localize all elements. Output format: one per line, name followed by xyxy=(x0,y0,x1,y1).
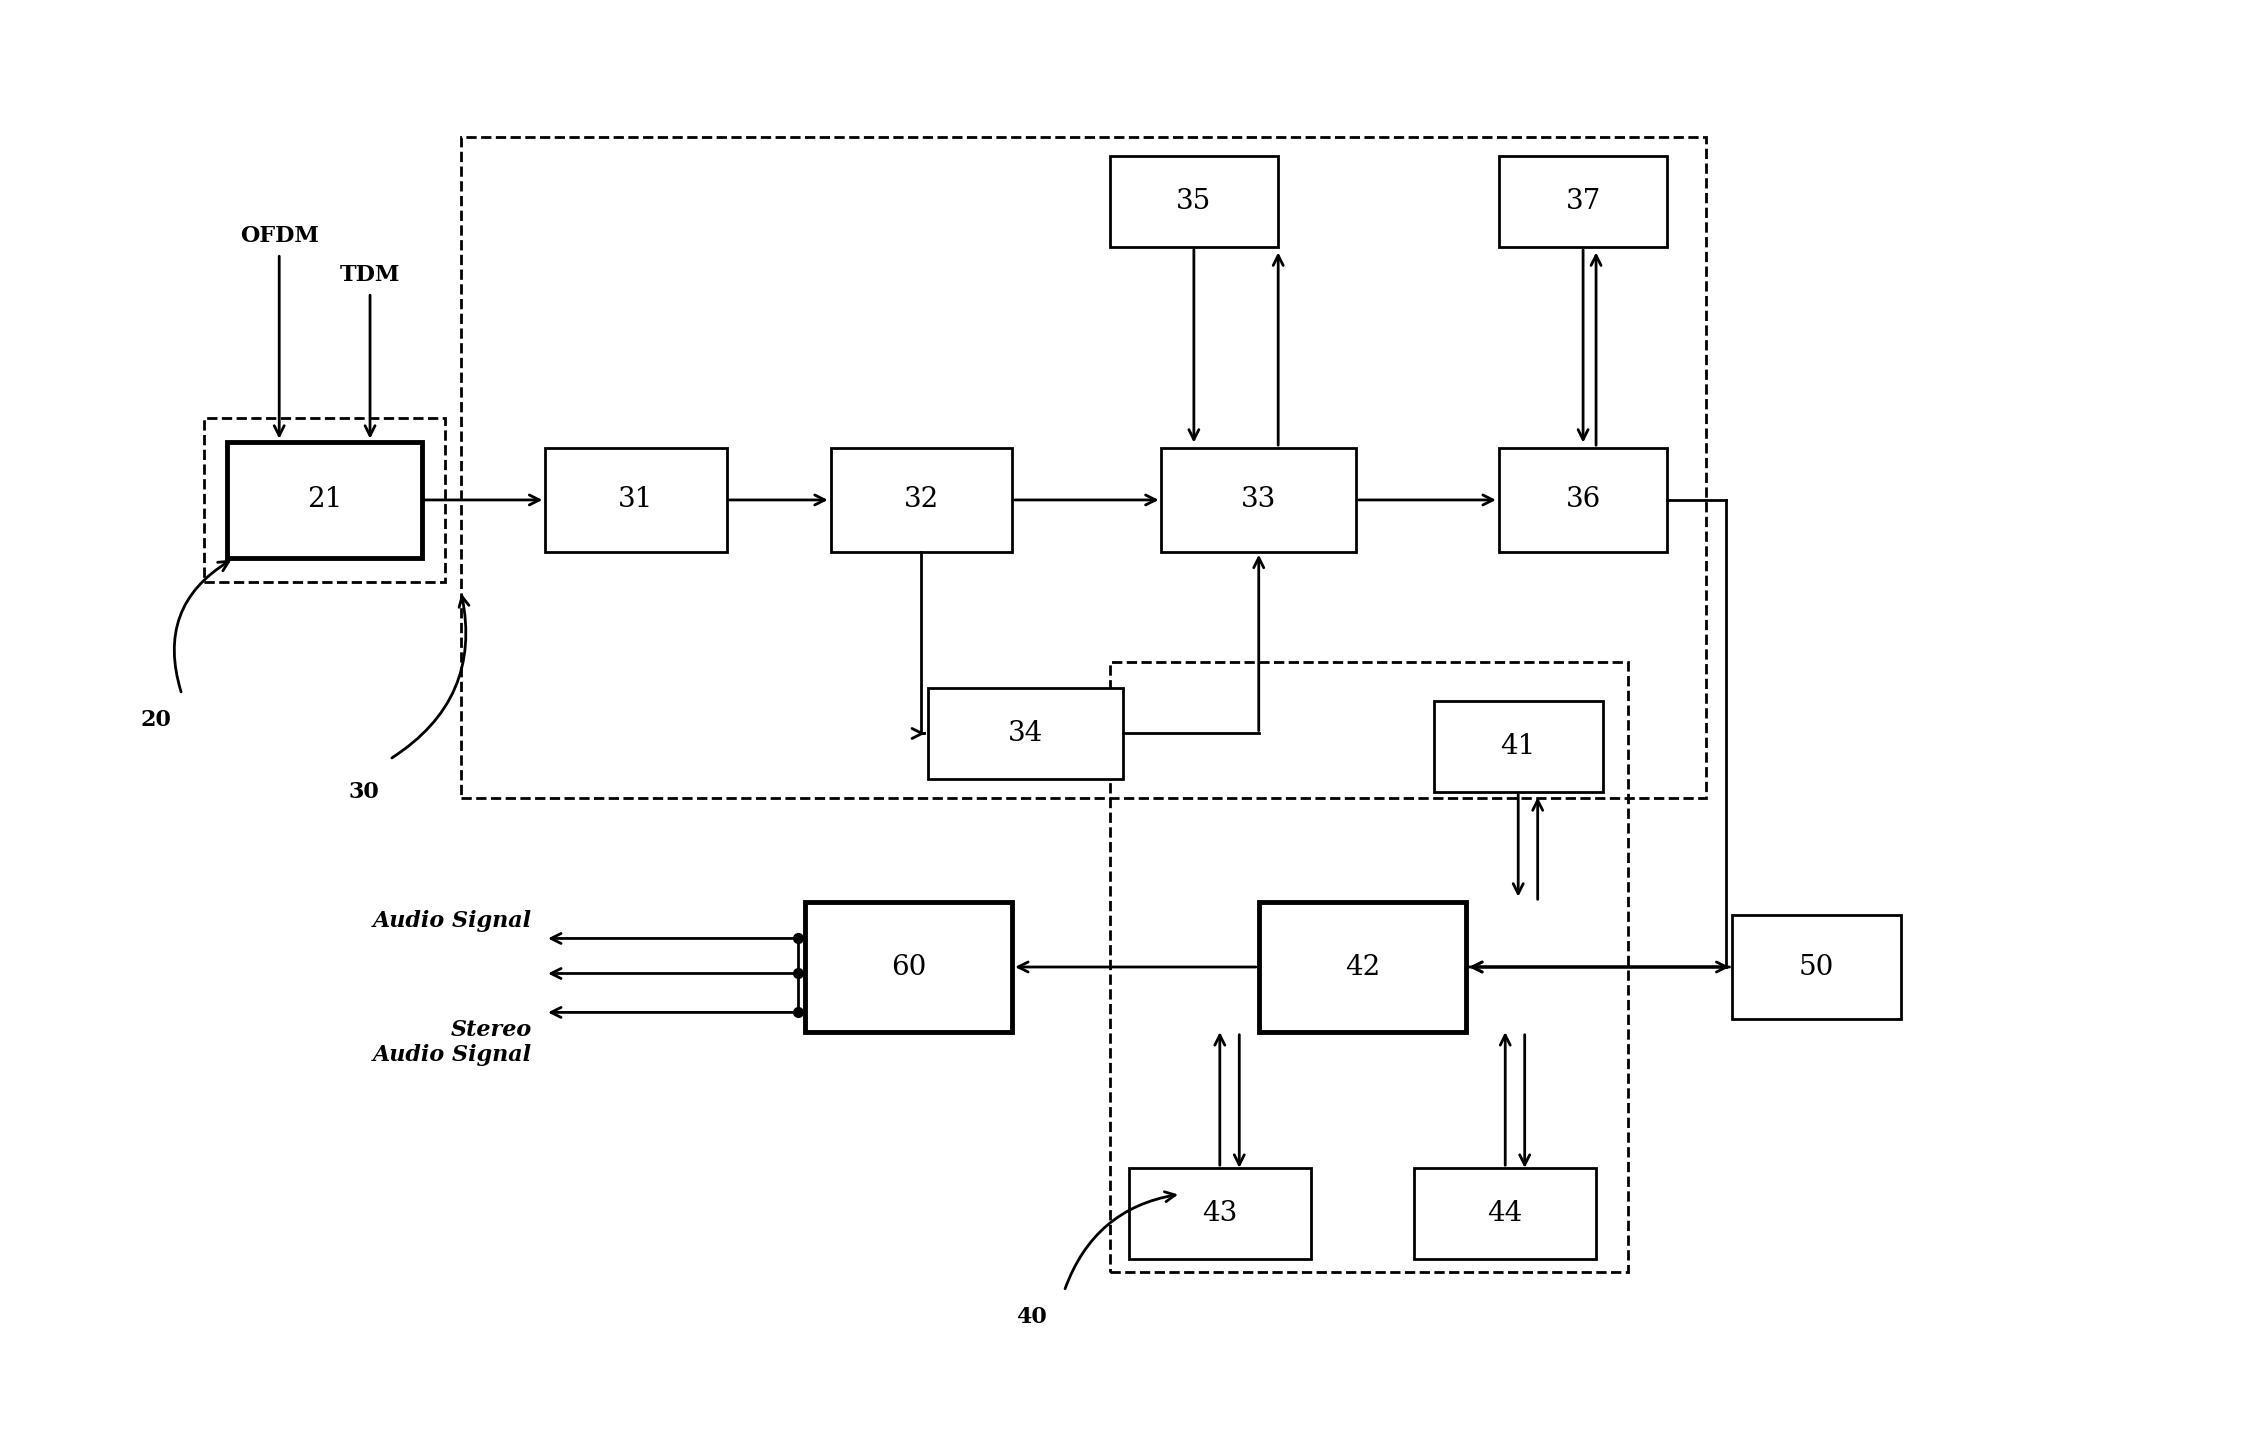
Text: 31: 31 xyxy=(619,487,653,513)
Text: 50: 50 xyxy=(1800,954,1833,980)
Bar xyxy=(1161,448,1357,552)
Text: 60: 60 xyxy=(890,954,926,980)
Bar xyxy=(1109,661,1628,1272)
Bar xyxy=(1129,1169,1310,1259)
Bar xyxy=(1258,902,1465,1032)
Bar xyxy=(1499,448,1666,552)
Text: OFDM: OFDM xyxy=(239,225,318,246)
Bar xyxy=(544,448,727,552)
Text: 40: 40 xyxy=(1016,1307,1048,1329)
Text: 32: 32 xyxy=(903,487,939,513)
Text: 20: 20 xyxy=(140,709,172,732)
Bar xyxy=(461,137,1707,798)
Text: Audio Signal: Audio Signal xyxy=(373,909,533,932)
Bar xyxy=(1499,156,1666,246)
Bar xyxy=(831,448,1012,552)
Bar xyxy=(1414,1169,1596,1259)
Bar xyxy=(1109,156,1278,246)
Text: 36: 36 xyxy=(1565,487,1601,513)
Text: 35: 35 xyxy=(1176,189,1213,215)
Bar xyxy=(804,902,1012,1032)
Text: 42: 42 xyxy=(1346,954,1380,980)
Text: 34: 34 xyxy=(1007,720,1043,746)
Text: 33: 33 xyxy=(1242,487,1276,513)
Text: Stereo
Audio Signal: Stereo Audio Signal xyxy=(373,1019,533,1066)
Bar xyxy=(1434,700,1603,793)
Text: TDM: TDM xyxy=(341,264,400,285)
Text: 37: 37 xyxy=(1565,189,1601,215)
Bar xyxy=(928,687,1122,780)
Bar xyxy=(203,418,445,582)
Bar xyxy=(228,441,422,558)
Text: 30: 30 xyxy=(348,781,379,803)
Text: 21: 21 xyxy=(307,487,343,513)
Bar xyxy=(1732,915,1901,1019)
Text: 44: 44 xyxy=(1488,1200,1522,1226)
Text: 41: 41 xyxy=(1502,733,1535,759)
Text: 43: 43 xyxy=(1201,1200,1237,1226)
